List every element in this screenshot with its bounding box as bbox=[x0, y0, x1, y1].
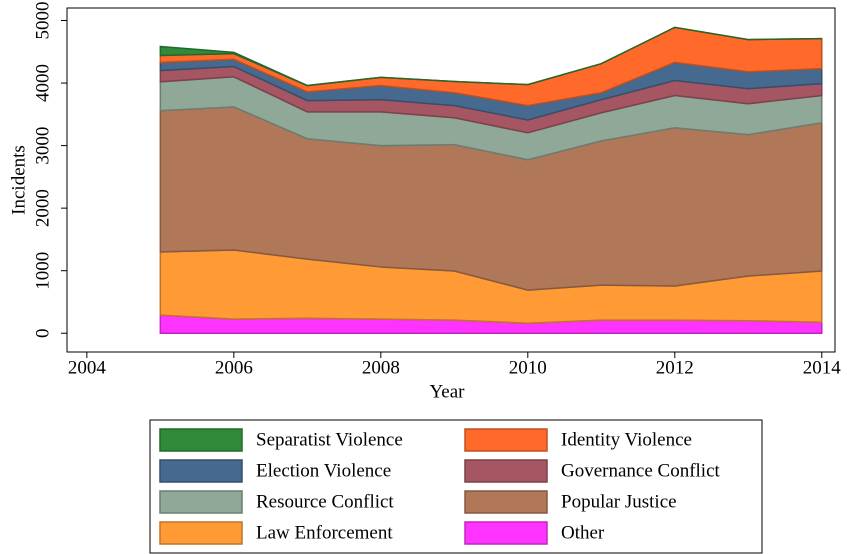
legend-label: Law Enforcement bbox=[256, 522, 393, 543]
legend-label: Identity Violence bbox=[561, 429, 692, 450]
legend-swatch bbox=[159, 428, 243, 452]
legend-swatch bbox=[464, 428, 548, 452]
x-axis-label: Year bbox=[429, 381, 465, 402]
y-tick-label: 2000 bbox=[32, 189, 53, 227]
legend-label: Governance Conflict bbox=[561, 460, 721, 481]
legend-swatch bbox=[464, 521, 548, 545]
area bbox=[159, 26, 822, 87]
legend-swatch bbox=[464, 459, 548, 483]
legend-swatch bbox=[464, 490, 548, 514]
y-tick-label: 1000 bbox=[32, 252, 53, 290]
y-tick-label: 3000 bbox=[32, 127, 53, 165]
y-tick-label: 5000 bbox=[32, 2, 53, 40]
legend-box bbox=[149, 419, 763, 554]
y-axis-label: Incidents bbox=[8, 145, 29, 215]
y-tick-label: 4000 bbox=[32, 64, 53, 102]
x-tick-label: 2014 bbox=[803, 357, 842, 378]
plot-frame bbox=[66, 7, 836, 353]
legend-label: Resource Conflict bbox=[256, 491, 394, 512]
x-tick-label: 2012 bbox=[656, 357, 694, 378]
legend-label: Election Violence bbox=[256, 460, 391, 481]
x-tick-label: 2010 bbox=[509, 357, 547, 378]
legend-label: Other bbox=[561, 522, 605, 543]
x-tick-label: 2008 bbox=[362, 357, 400, 378]
legend-swatch bbox=[159, 459, 243, 483]
legend-swatch bbox=[159, 490, 243, 514]
x-tick-label: 2006 bbox=[215, 357, 253, 378]
x-tick-label: 2004 bbox=[68, 357, 107, 378]
legend-swatch bbox=[159, 521, 243, 545]
legend-label: Popular Justice bbox=[561, 491, 677, 512]
legend-label: Separatist Violence bbox=[256, 429, 403, 450]
y-tick-label: 0 bbox=[32, 328, 53, 338]
